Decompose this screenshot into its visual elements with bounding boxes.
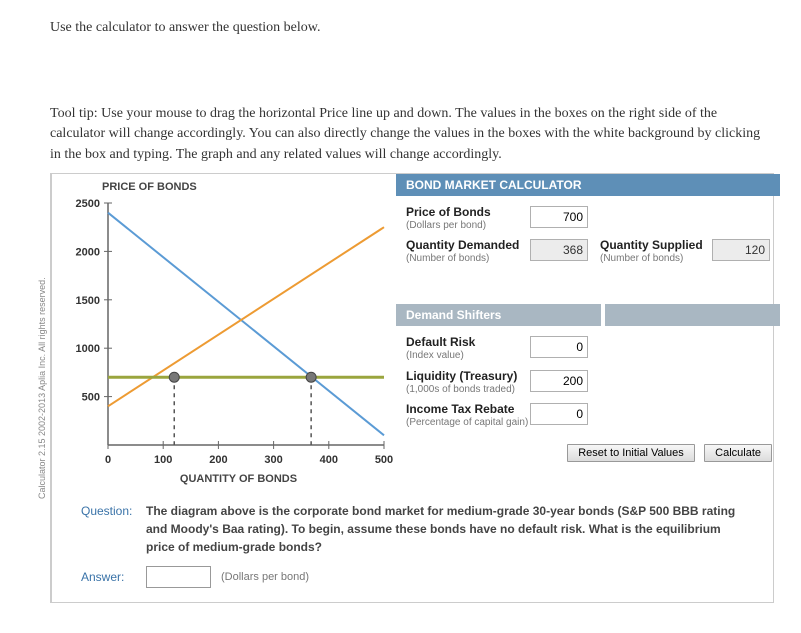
calculate-button[interactable]: Calculate — [704, 444, 772, 462]
answer-unit: (Dollars per bond) — [221, 571, 309, 583]
svg-text:2000: 2000 — [76, 246, 100, 258]
qd-output — [530, 239, 588, 261]
svg-text:500: 500 — [375, 454, 393, 466]
svg-text:300: 300 — [264, 454, 282, 466]
answer-label: Answer: — [81, 570, 146, 584]
qd-sub: (Number of bonds) — [406, 253, 530, 265]
svg-text:400: 400 — [320, 454, 338, 466]
question-text: The diagram above is the corporate bond … — [146, 502, 743, 556]
svg-text:0: 0 — [105, 454, 111, 466]
tax-sub: (Percentage of capital gain) — [406, 417, 530, 429]
svg-text:200: 200 — [209, 454, 227, 466]
qs-output — [712, 239, 770, 261]
question-block: Question: The diagram above is the corpo… — [51, 490, 773, 560]
svg-text:1000: 1000 — [76, 343, 100, 355]
tax-input[interactable] — [530, 403, 588, 425]
svg-text:100: 100 — [154, 454, 172, 466]
tax-label: Income Tax Rebate — [406, 403, 530, 417]
liquidity-input[interactable] — [530, 370, 588, 392]
calculator: Calculator 2.15 2002-2013 Aplia Inc. All… — [50, 173, 774, 603]
calculator-header: BOND MARKET CALCULATOR — [396, 174, 780, 196]
reset-button[interactable]: Reset to Initial Values — [567, 444, 695, 462]
bond-chart[interactable]: 500 1000 1500 2000 2500 0 100 200 300 400 500 — [56, 193, 394, 473]
shifters-header-spacer — [605, 304, 780, 326]
price-input[interactable] — [530, 206, 588, 228]
price-sub: (Dollars per bond) — [406, 220, 530, 232]
y-axis-title: PRICE OF BONDS — [56, 179, 391, 193]
tooltip-text: Tool tip: Use your mouse to drag the hor… — [50, 104, 761, 165]
copyright-label: Calculator 2.15 2002-2013 Aplia Inc. All… — [37, 174, 52, 602]
answer-block: Answer: (Dollars per bond) — [51, 560, 773, 602]
qs-label: Quantity Supplied — [600, 239, 712, 253]
qs-sub: (Number of bonds) — [600, 253, 712, 265]
x-axis-title: QUANTITY OF BONDS — [56, 473, 391, 485]
liquidity-sub: (1,000s of bonds traded) — [406, 384, 530, 396]
control-pane: BOND MARKET CALCULATOR Price of Bonds (D… — [396, 174, 780, 490]
svg-text:500: 500 — [82, 391, 100, 403]
defaultrisk-input[interactable] — [530, 336, 588, 358]
shifters-header: Demand Shifters — [396, 304, 601, 326]
chart-pane: PRICE OF BONDS 500 1000 1500 2000 2500 0 100 20… — [51, 174, 396, 490]
question-label: Question: — [81, 502, 146, 556]
svg-text:2500: 2500 — [76, 198, 100, 210]
answer-input[interactable] — [146, 566, 211, 588]
intro-text: Use the calculator to answer the questio… — [50, 20, 761, 36]
defaultrisk-label: Default Risk — [406, 336, 530, 350]
qd-label: Quantity Demanded — [406, 239, 530, 253]
liquidity-label: Liquidity (Treasury) — [406, 370, 530, 384]
defaultrisk-sub: (Index value) — [406, 350, 530, 362]
svg-text:1500: 1500 — [76, 295, 100, 307]
price-label: Price of Bonds — [406, 206, 530, 220]
